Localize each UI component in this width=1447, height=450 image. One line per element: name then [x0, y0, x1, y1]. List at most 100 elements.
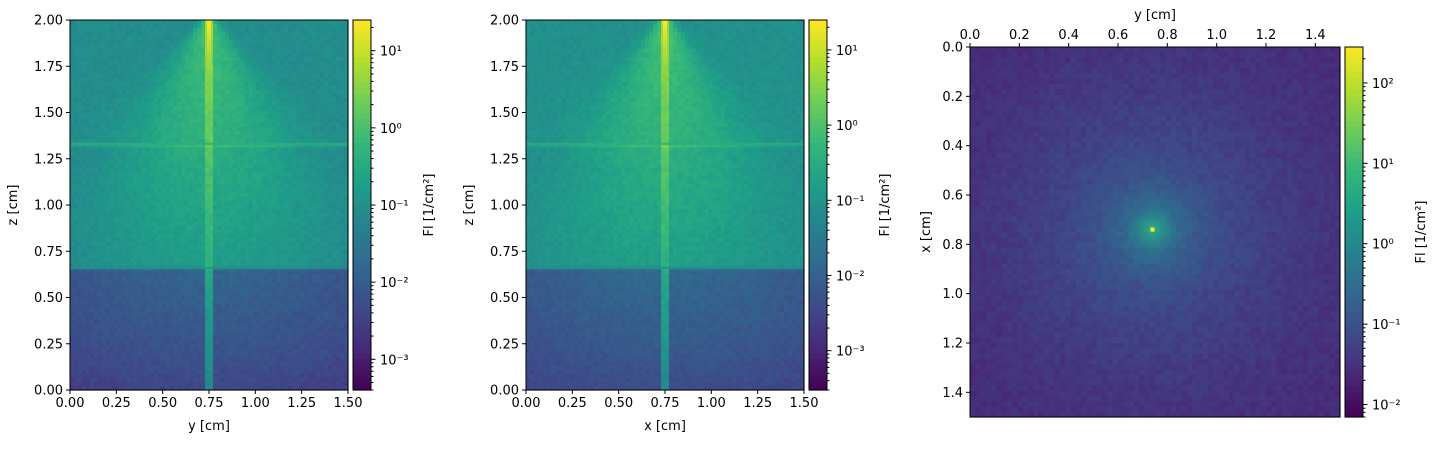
- heatmap-cell: [220, 102, 226, 107]
- heatmap-cell: [193, 205, 198, 210]
- heatmap-cell: [117, 57, 123, 62]
- heatmap-cell: [336, 213, 341, 218]
- heatmap-cell: [205, 270, 210, 276]
- heatmap-cell: [149, 188, 154, 194]
- heatmap-cell: [252, 176, 258, 181]
- heatmap-cell: [220, 163, 226, 169]
- heatmap-cell: [173, 299, 178, 305]
- heatmap-cell: [70, 299, 75, 305]
- heatmap-cell: [280, 233, 286, 239]
- heatmap-cell: [284, 81, 290, 87]
- heatmap-cell: [109, 287, 115, 292]
- heatmap-cell: [117, 213, 123, 218]
- heatmap-cell: [308, 250, 313, 255]
- heatmap-cell: [220, 77, 226, 83]
- heatmap-cell: [296, 151, 301, 157]
- heatmap-cell: [145, 213, 151, 218]
- heatmap-cell: [276, 48, 282, 54]
- heatmap-cell: [336, 258, 341, 264]
- heatmap-cell: [77, 143, 83, 149]
- heatmap-cell: [292, 168, 297, 173]
- heatmap-cell: [125, 151, 131, 157]
- heatmap-cell: [284, 188, 290, 194]
- heatmap-cell: [117, 262, 123, 268]
- heatmap-cell: [181, 221, 186, 227]
- heatmap-cell: [101, 242, 107, 247]
- heatmap-cell: [232, 246, 238, 251]
- heatmap-cell: [169, 192, 174, 198]
- heatmap-cell: [89, 89, 95, 95]
- heatmap-cell: [209, 131, 214, 136]
- heatmap-cell: [276, 287, 282, 292]
- heatmap-cell: [153, 98, 158, 103]
- heatmap-cell: [280, 200, 286, 206]
- heatmap-cell: [193, 176, 198, 181]
- heatmap-cell: [292, 118, 297, 124]
- heatmap-cell: [320, 229, 325, 235]
- heatmap-cell: [105, 250, 111, 255]
- heatmap-cell: [216, 151, 222, 157]
- heatmap-cell: [264, 172, 270, 177]
- heatmap-cell: [284, 69, 290, 75]
- heatmap-cell: [228, 221, 234, 227]
- heatmap-cell: [260, 69, 266, 75]
- heatmap-cell: [73, 114, 79, 120]
- heatmap-cell: [220, 32, 226, 38]
- heatmap-cell: [137, 77, 143, 83]
- heatmap-cell: [97, 135, 103, 140]
- heatmap-cell: [173, 172, 178, 177]
- heatmap-cell: [181, 131, 186, 136]
- heatmap-cell: [157, 250, 162, 255]
- heatmap-cell: [272, 196, 278, 202]
- heatmap-cell: [89, 176, 95, 181]
- heatmap-cell: [336, 168, 341, 173]
- heatmap-cell: [89, 188, 95, 194]
- heatmap-cell: [77, 57, 83, 62]
- heatmap-cell: [125, 40, 131, 46]
- heatmap-cell: [153, 151, 158, 157]
- heatmap-cell: [70, 32, 75, 38]
- heatmap-cell: [117, 122, 123, 128]
- heatmap-cell: [224, 110, 230, 116]
- heatmap-cell: [93, 295, 99, 301]
- heatmap-cell: [129, 98, 135, 103]
- heatmap-cell: [157, 192, 162, 198]
- heatmap-cell: [284, 28, 290, 33]
- heatmap-cell: [288, 44, 293, 50]
- heatmap-cell: [149, 262, 154, 268]
- heatmap-cell: [312, 151, 317, 157]
- heatmap-cell: [224, 237, 230, 243]
- heatmap-cell: [236, 65, 242, 70]
- heatmap-cell: [320, 176, 325, 181]
- heatmap-cell: [201, 180, 206, 186]
- heatmap-cell: [181, 229, 186, 235]
- heatmap-cell: [284, 180, 290, 186]
- heatmap-cell: [141, 307, 147, 313]
- heatmap-cell: [332, 69, 337, 75]
- heatmap-cell: [121, 188, 127, 194]
- heatmap-cell: [264, 229, 270, 235]
- heatmap-cell: [125, 270, 131, 276]
- heatmap-cell: [256, 163, 262, 169]
- heatmap-cell: [224, 44, 230, 50]
- heatmap-cell: [332, 85, 337, 91]
- heatmap-cell: [248, 65, 254, 70]
- heatmap-cell: [236, 274, 242, 280]
- heatmap-cell: [97, 81, 103, 87]
- heatmap-cell: [101, 131, 107, 136]
- heatmap-cell: [236, 89, 242, 95]
- heatmap-cell: [328, 40, 333, 46]
- heatmap-cell: [224, 89, 230, 95]
- heatmap-cell: [260, 81, 266, 87]
- heatmap-cell: [105, 65, 111, 70]
- heatmap-cell: [312, 94, 317, 99]
- heatmap-cell: [93, 73, 99, 79]
- heatmap-cell: [296, 20, 301, 25]
- heatmap-cell: [316, 279, 321, 284]
- heatmap-cell: [312, 205, 317, 210]
- heatmap-cell: [260, 250, 266, 255]
- heatmap-cell: [205, 221, 210, 227]
- heatmap-cell: [169, 159, 174, 165]
- heatmap-cell: [129, 81, 135, 87]
- heatmap-cell: [220, 307, 226, 313]
